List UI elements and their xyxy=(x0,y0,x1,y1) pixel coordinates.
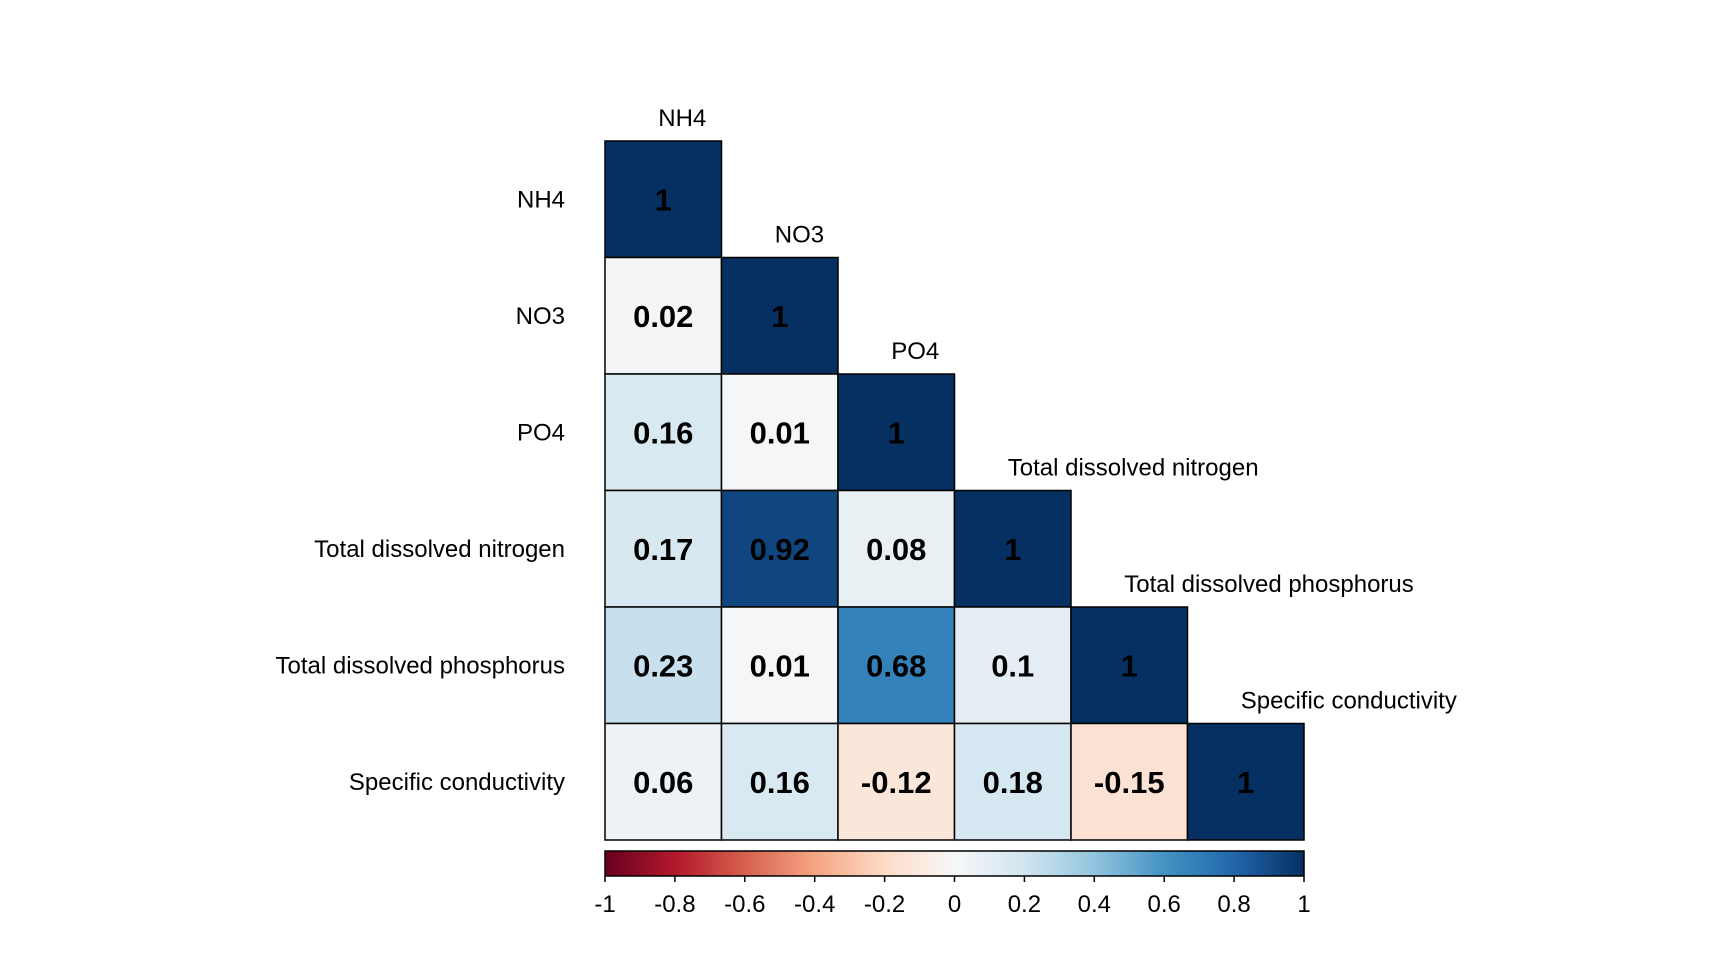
cell-value-label: 1 xyxy=(1237,765,1254,800)
colorbar-tick-label: 0.4 xyxy=(1078,891,1111,918)
cell-value-label: 0.16 xyxy=(750,765,810,800)
cell-value-label: -0.12 xyxy=(861,765,932,800)
cell-value-label: 0.06 xyxy=(633,765,693,800)
column-label: NO3 xyxy=(775,222,824,249)
row-label: PO4 xyxy=(517,419,565,446)
cell-value-label: 0.18 xyxy=(983,765,1043,800)
cell-value-label: 0.17 xyxy=(633,532,693,567)
heatmap-cell xyxy=(953,489,1072,608)
column-label: PO4 xyxy=(891,338,939,365)
colorbar-tick-label: 0.8 xyxy=(1217,891,1250,918)
heatmap-cell xyxy=(720,256,839,375)
column-label: Specific conductivity xyxy=(1241,688,1457,715)
heatmap-cell xyxy=(1186,722,1305,841)
column-label: Total dissolved phosphorus xyxy=(1124,571,1414,598)
heatmap-cell xyxy=(604,373,723,492)
colorbar: -1 -0.8 -0.6 -0.4 -0.2 0 0.2 0.4 0.6 0.8 1 xyxy=(594,850,1311,918)
cell-value-label: 1 xyxy=(1121,648,1138,683)
heatmap-cell xyxy=(604,140,723,259)
cell-value-label: 1 xyxy=(888,415,905,450)
cell-value-label: 0.23 xyxy=(633,648,693,683)
colorbar-tick-label: 0.2 xyxy=(1008,891,1041,918)
colorbar-tick-label: 0 xyxy=(948,891,961,918)
cells-layer: 1 0.02 1 0.16 0.01 1 0.17 0.92 0.08 1 0.23 0.01 0.68… xyxy=(604,140,1305,841)
cell-value-label: 0.01 xyxy=(750,415,810,450)
cell-value-label: 0.01 xyxy=(750,648,810,683)
heatmap-cell xyxy=(837,606,956,725)
colorbar-tick-label: -0.4 xyxy=(794,891,835,918)
cell-value-label: -0.15 xyxy=(1094,765,1165,800)
heatmap-cell xyxy=(720,489,839,608)
column-label: NH4 xyxy=(658,105,706,132)
cell-value-label: 1 xyxy=(771,299,788,334)
heatmap-cell xyxy=(604,256,723,375)
heatmap-cell xyxy=(837,373,956,492)
colorbar-tick-label: 0.6 xyxy=(1148,891,1181,918)
row-label: Total dissolved phosphorus xyxy=(275,652,565,679)
colorbar-tick-label: -0.8 xyxy=(654,891,695,918)
heatmap-cell xyxy=(720,373,839,492)
cell-value-label: 0.16 xyxy=(633,415,693,450)
colorbar-gradient xyxy=(604,850,1305,877)
heatmap-cell xyxy=(720,606,839,725)
row-label: NH4 xyxy=(517,186,565,213)
cell-value-label: 1 xyxy=(655,182,672,217)
heatmap-cell xyxy=(953,606,1072,725)
colorbar-tick-label: -0.2 xyxy=(864,891,905,918)
labels-layer: NH4 NO3 PO4 Total dissolved nitrogen Total d… xyxy=(275,105,1456,796)
cell-value-label: 0.92 xyxy=(750,532,810,567)
row-label: Total dissolved nitrogen xyxy=(314,536,565,563)
heatmap-cell xyxy=(837,722,956,841)
row-label: NO3 xyxy=(516,303,565,330)
row-label: Specific conductivity xyxy=(349,769,565,796)
cell-value-label: 0.68 xyxy=(866,648,926,683)
colorbar-tick-label: -0.6 xyxy=(724,891,765,918)
cell-value-label: 0.08 xyxy=(866,532,926,567)
heatmap-cell xyxy=(953,722,1072,841)
heatmap-cell xyxy=(604,722,723,841)
cell-value-label: 0.1 xyxy=(991,648,1034,683)
heatmap-cell xyxy=(1070,722,1189,841)
column-label: Total dissolved nitrogen xyxy=(1008,455,1259,482)
cell-value-label: 1 xyxy=(1004,532,1021,567)
colorbar-tick-label: -1 xyxy=(594,891,615,918)
heatmap-cell xyxy=(720,722,839,841)
cell-value-label: 0.02 xyxy=(633,299,693,334)
heatmap-cell xyxy=(1070,606,1189,725)
colorbar-tick-label: 1 xyxy=(1297,891,1310,918)
